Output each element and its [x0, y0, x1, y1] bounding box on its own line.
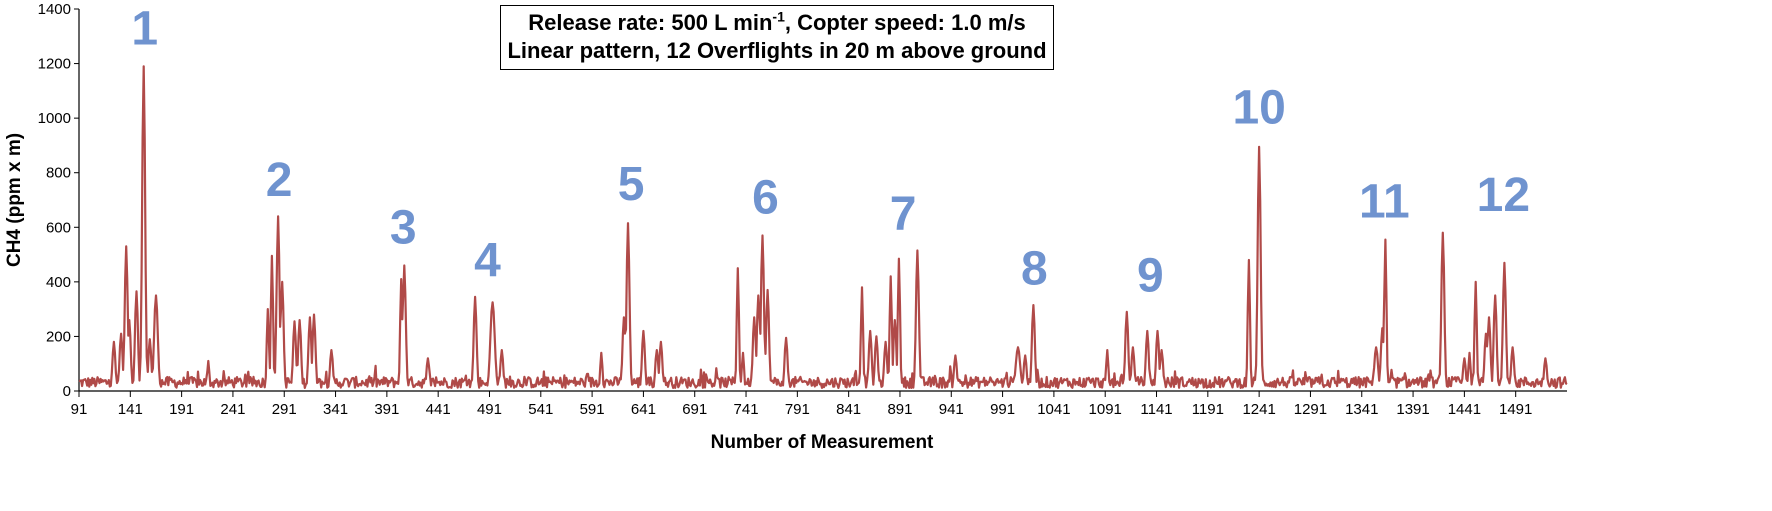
peak-label-6: 6 [752, 172, 779, 225]
x-tick-label: 1391 [1396, 401, 1429, 418]
x-tick-label: 1091 [1089, 401, 1122, 418]
x-tick-label: 1191 [1192, 401, 1224, 418]
y-axis-title: CH4 (ppm x m) [4, 133, 25, 267]
y-tick-label: 1400 [38, 1, 71, 18]
x-tick-label: 441 [426, 401, 451, 418]
x-tick-label: 1241 [1242, 401, 1275, 418]
peak-label-11: 11 [1359, 176, 1410, 229]
x-tick-label: 1141 [1140, 401, 1172, 418]
x-tick-label: 91 [71, 401, 88, 418]
y-tick-label: 0 [63, 383, 71, 400]
y-tick-label: 600 [46, 219, 71, 236]
chart-title-line-2: Linear pattern, 12 Overflights in 20 m a… [507, 38, 1047, 63]
chart-title-line-1-a: Release rate: 500 L min [528, 10, 773, 35]
peak-label-7: 7 [890, 188, 917, 241]
x-tick-label: 1441 [1448, 401, 1481, 418]
peak-label-10: 10 [1232, 82, 1285, 135]
peak-label-12: 12 [1477, 169, 1530, 222]
x-tick-label: 291 [272, 401, 297, 418]
chart-title-line-1-b: , Copter speed: 1.0 m/s [784, 10, 1026, 35]
x-tick-label: 941 [939, 401, 964, 418]
x-tick-label: 991 [990, 401, 1015, 418]
x-axis-title: Number of Measurement [711, 432, 934, 453]
x-tick-label: 1341 [1345, 401, 1378, 418]
y-axis-ticks: 0 200 400 600 800 1000 1200 1400 [38, 1, 79, 400]
chart-title-line-1: Release rate: 500 L min-1, Copter speed:… [501, 9, 1053, 37]
x-tick-label: 841 [836, 401, 861, 418]
series-line [78, 65, 1568, 389]
axes [78, 9, 1567, 392]
peak-label-8: 8 [1021, 243, 1048, 296]
peak-label-5: 5 [618, 158, 645, 211]
x-tick-label: 241 [220, 401, 245, 418]
x-tick-label: 341 [323, 401, 348, 418]
x-tick-label: 691 [682, 401, 707, 418]
y-tick-label: 800 [46, 165, 71, 182]
y-tick-label: 1000 [38, 110, 71, 127]
chart-title-line-1-sup: -1 [772, 8, 785, 25]
peak-label-9: 9 [1137, 249, 1164, 302]
peak-label-4: 4 [474, 234, 501, 287]
x-tick-label: 741 [734, 401, 759, 418]
x-tick-label: 141 [118, 401, 143, 418]
x-tick-label: 541 [528, 401, 553, 418]
peak-label-2: 2 [266, 154, 293, 207]
peak-label-3: 3 [390, 202, 417, 255]
x-tick-label: 1491 [1499, 401, 1532, 418]
x-tick-label: 491 [477, 401, 502, 418]
x-tick-label: 1291 [1294, 401, 1327, 418]
x-tick-label: 1041 [1037, 401, 1070, 418]
peak-label-1: 1 [131, 2, 158, 55]
x-tick-label: 791 [785, 401, 810, 418]
x-tick-label: 891 [887, 401, 912, 418]
y-tick-label: 1200 [38, 56, 71, 73]
y-tick-label: 400 [46, 274, 71, 291]
x-axis-ticks: 91 141 191 241 291 341 391 441 491 541 591 641 691 74… [71, 391, 1532, 418]
x-tick-label: 591 [580, 401, 605, 418]
chart-title-box: Release rate: 500 L min-1, Copter speed:… [500, 5, 1054, 70]
y-tick-label: 200 [46, 328, 71, 345]
x-tick-label: 391 [374, 401, 399, 418]
x-tick-label: 191 [169, 401, 194, 418]
x-tick-label: 641 [631, 401, 656, 418]
